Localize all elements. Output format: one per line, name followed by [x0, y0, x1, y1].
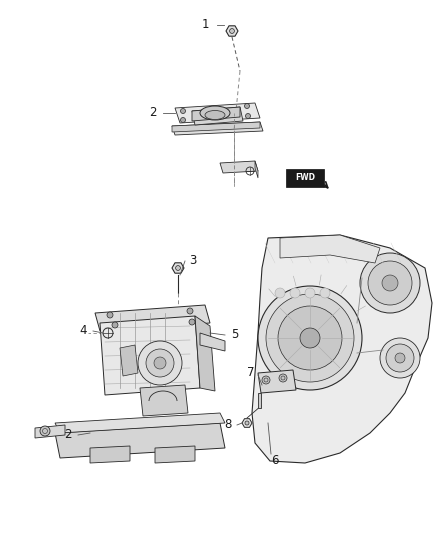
Polygon shape — [192, 107, 240, 121]
Text: 6: 6 — [271, 455, 279, 467]
Circle shape — [258, 286, 362, 390]
Ellipse shape — [205, 110, 225, 119]
Polygon shape — [55, 423, 225, 458]
Circle shape — [40, 426, 50, 436]
Polygon shape — [120, 345, 138, 376]
Polygon shape — [255, 161, 258, 178]
Polygon shape — [172, 263, 184, 273]
Circle shape — [279, 374, 287, 382]
FancyBboxPatch shape — [286, 169, 324, 187]
Text: 8: 8 — [224, 418, 232, 432]
Circle shape — [180, 109, 186, 114]
Polygon shape — [280, 235, 380, 263]
Polygon shape — [172, 122, 260, 132]
Polygon shape — [258, 370, 296, 393]
Ellipse shape — [200, 106, 230, 120]
Circle shape — [262, 376, 270, 384]
Polygon shape — [226, 26, 238, 36]
Text: 5: 5 — [231, 328, 239, 342]
Polygon shape — [200, 333, 225, 351]
Circle shape — [386, 344, 414, 372]
Text: FWD: FWD — [295, 173, 315, 182]
Circle shape — [395, 353, 405, 363]
Polygon shape — [95, 305, 210, 331]
Circle shape — [154, 357, 166, 369]
Polygon shape — [175, 103, 260, 123]
Circle shape — [230, 29, 234, 34]
Circle shape — [180, 117, 186, 123]
Circle shape — [275, 288, 285, 298]
Circle shape — [290, 288, 300, 298]
Circle shape — [246, 114, 251, 118]
Polygon shape — [172, 122, 263, 135]
Circle shape — [305, 288, 315, 298]
Circle shape — [382, 275, 398, 291]
Text: 3: 3 — [189, 254, 197, 266]
Circle shape — [368, 261, 412, 305]
Text: 2: 2 — [149, 107, 157, 119]
Polygon shape — [252, 235, 432, 463]
Circle shape — [112, 322, 118, 328]
Circle shape — [360, 253, 420, 313]
Circle shape — [380, 338, 420, 378]
Polygon shape — [195, 316, 215, 391]
Circle shape — [138, 341, 182, 385]
Circle shape — [146, 349, 174, 377]
Circle shape — [176, 265, 180, 270]
Circle shape — [107, 312, 113, 318]
Polygon shape — [90, 446, 130, 463]
Polygon shape — [192, 107, 243, 125]
Text: 4: 4 — [79, 325, 87, 337]
Text: 2: 2 — [64, 429, 72, 441]
Circle shape — [300, 328, 320, 348]
Polygon shape — [155, 446, 195, 463]
Polygon shape — [258, 393, 261, 408]
Text: 7: 7 — [247, 367, 255, 379]
Circle shape — [245, 421, 249, 425]
Circle shape — [187, 308, 193, 314]
Circle shape — [266, 294, 354, 382]
Circle shape — [244, 103, 250, 109]
Text: 1: 1 — [201, 19, 209, 31]
Polygon shape — [55, 413, 225, 433]
Polygon shape — [35, 425, 65, 438]
Polygon shape — [242, 418, 252, 427]
Circle shape — [278, 306, 342, 370]
Polygon shape — [220, 161, 258, 173]
Circle shape — [189, 319, 195, 325]
Polygon shape — [100, 316, 200, 395]
Polygon shape — [140, 385, 188, 416]
Circle shape — [320, 288, 330, 298]
